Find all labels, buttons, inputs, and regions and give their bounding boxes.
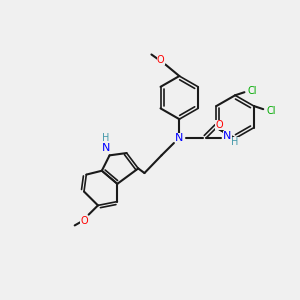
Text: H: H [102, 134, 110, 143]
Text: H: H [231, 137, 239, 147]
Text: Cl: Cl [266, 106, 276, 116]
Text: O: O [215, 120, 223, 130]
Text: O: O [157, 55, 164, 65]
Text: N: N [175, 133, 184, 142]
Text: Cl: Cl [248, 86, 257, 96]
Text: N: N [223, 131, 232, 141]
Text: N: N [101, 143, 110, 153]
Text: O: O [80, 216, 88, 226]
